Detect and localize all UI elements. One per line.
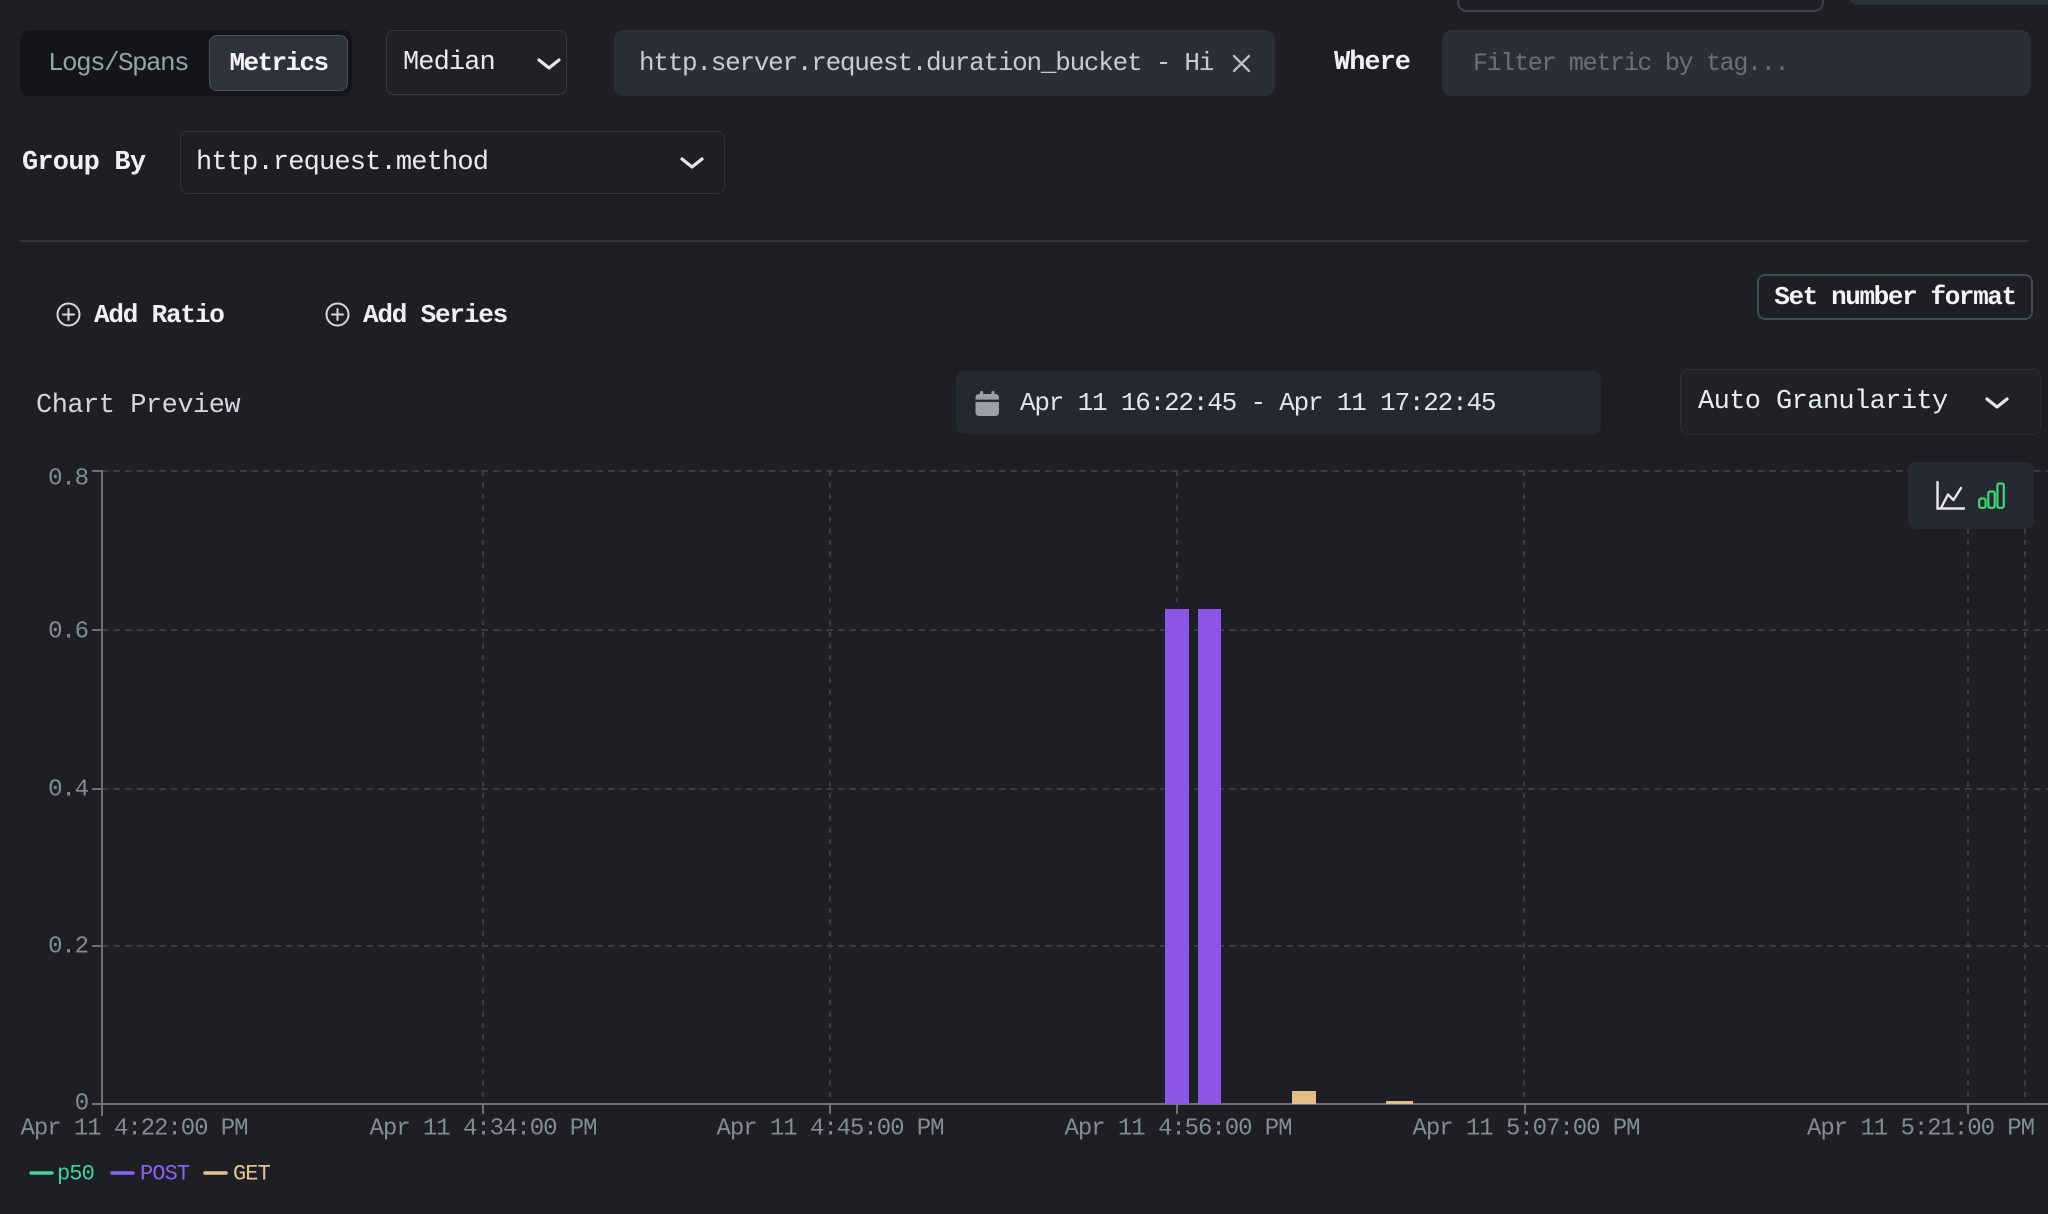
svg-text:Apr 11 4:34:00 PM: Apr 11 4:34:00 PM — [370, 1116, 597, 1143]
svg-text:Apr 11 5:07:00 PM: Apr 11 5:07:00 PM — [1413, 1116, 1640, 1143]
svg-text:Apr 11 4:45:00 PM: Apr 11 4:45:00 PM — [717, 1116, 944, 1143]
svg-text:GET: GET — [233, 1162, 271, 1187]
svg-text:0.6: 0.6 — [48, 619, 88, 646]
svg-text:Apr 11 4:22:00 PM: Apr 11 4:22:00 PM — [21, 1116, 248, 1143]
svg-text:p50: p50 — [57, 1162, 94, 1187]
svg-text:Apr 11 4:56:00 PM: Apr 11 4:56:00 PM — [1065, 1116, 1292, 1143]
svg-text:0.8: 0.8 — [48, 466, 88, 493]
svg-text:0: 0 — [75, 1091, 88, 1118]
svg-text:Apr 11 5:21:00 PM: Apr 11 5:21:00 PM — [1807, 1116, 2034, 1143]
svg-text:0.4: 0.4 — [48, 777, 89, 804]
svg-text:0.2: 0.2 — [48, 934, 88, 961]
svg-text:POST: POST — [140, 1162, 190, 1187]
